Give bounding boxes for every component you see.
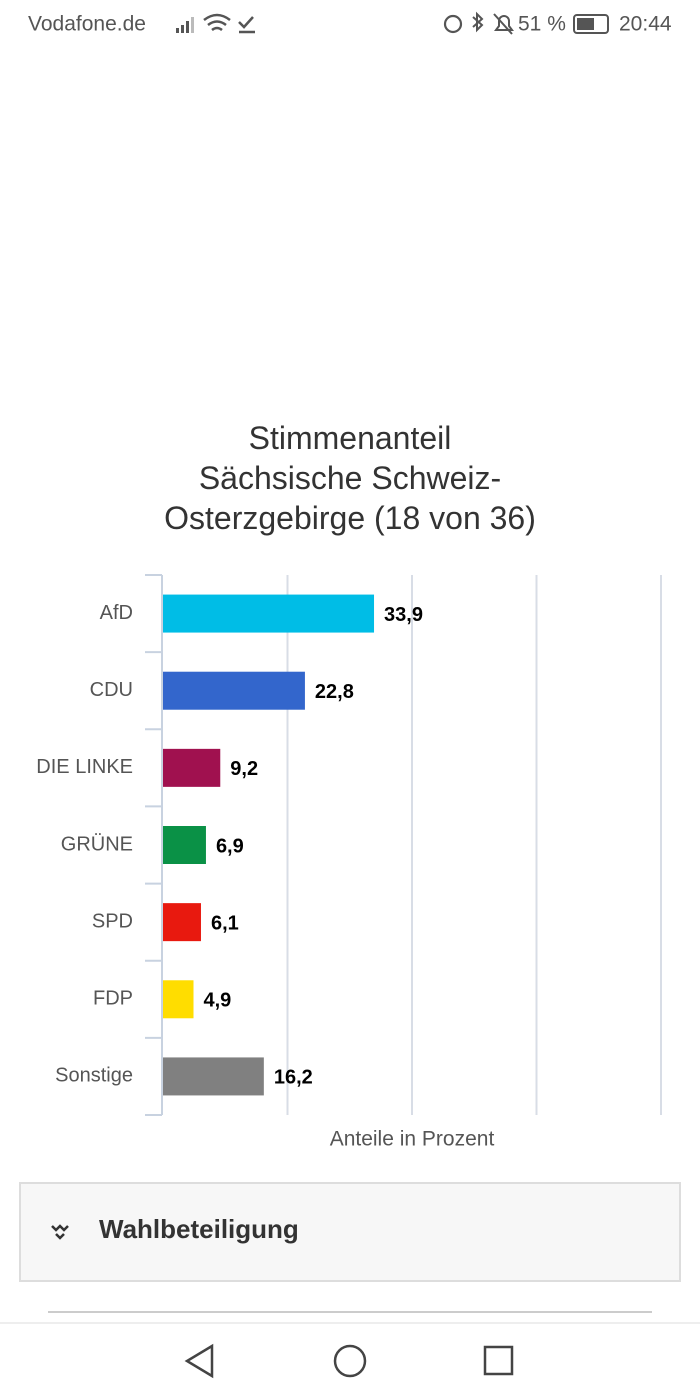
section-box[interactable] — [19, 1182, 681, 1282]
bar — [163, 748, 221, 787]
chart-title: Stimmenanteil Sächsische Schweiz-Osterzg… — [130, 418, 570, 538]
category-label: AfD — [100, 602, 133, 624]
alarm-icon — [443, 14, 463, 34]
wifi-icon — [203, 13, 231, 32]
value-label: 6,1 — [211, 912, 239, 934]
signal-icon — [176, 17, 194, 33]
check-icon — [238, 16, 255, 34]
bar — [163, 980, 194, 1019]
mute-icon — [493, 13, 514, 35]
value-label: 9,2 — [230, 758, 258, 780]
home-button[interactable] — [333, 1344, 367, 1378]
back-button[interactable] — [184, 1343, 214, 1379]
value-label: 6,9 — [216, 835, 244, 857]
bar — [163, 1057, 264, 1096]
section-title[interactable]: Wahlbeteiligung — [99, 1214, 299, 1244]
recents-button[interactable] — [483, 1345, 514, 1376]
category-label: SPD — [92, 910, 133, 932]
carrier: Vodafone.de — [28, 13, 146, 36]
category-label: Sonstige — [55, 1065, 133, 1087]
category-label: DIE LINKE — [36, 756, 133, 778]
title-line: Stimmenanteil — [248, 420, 452, 456]
bar — [163, 826, 206, 864]
value-label: 16,2 — [274, 1067, 313, 1089]
expand-icon — [51, 1224, 69, 1240]
value-label: 22,8 — [315, 681, 354, 703]
category-label: GRÜNE — [61, 833, 133, 855]
battery-level — [577, 18, 594, 30]
clock: 20:44 — [619, 13, 672, 36]
category-label: CDU — [90, 679, 133, 701]
bluetooth-icon — [472, 11, 484, 33]
battery-icon — [573, 14, 609, 34]
bar — [163, 594, 375, 633]
battery-percent: 51 % — [518, 13, 566, 36]
value-label: 33,9 — [384, 604, 423, 626]
category-label: FDP — [93, 988, 133, 1010]
nav-bar — [0, 1323, 700, 1400]
chart: AfD 33,9 CDU 22,8 DIE LINKE 9,2 GRÜNE 6,9 SPD 6,1… — [36, 574, 662, 1151]
bar — [163, 903, 201, 942]
value-label: 4,9 — [204, 990, 232, 1012]
bar — [163, 671, 305, 710]
subtitle: Sächsische Schweiz-Osterzgebirge (18 von… — [164, 460, 536, 536]
x-axis-label: Anteile in Prozent — [330, 1128, 495, 1151]
